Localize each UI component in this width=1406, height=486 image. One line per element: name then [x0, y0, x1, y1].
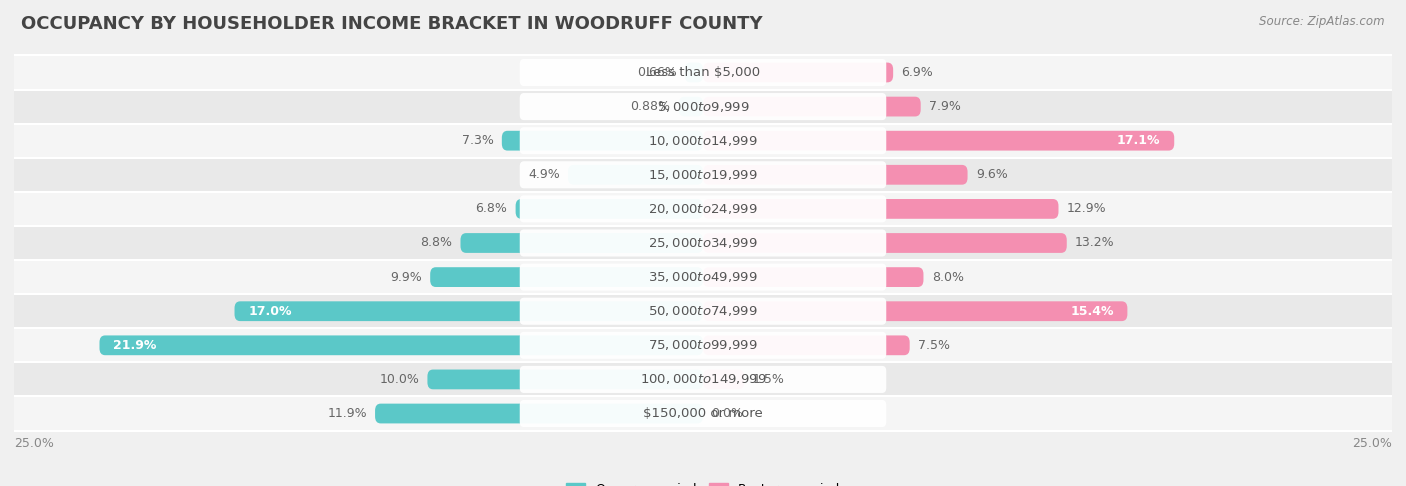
- Text: 7.3%: 7.3%: [461, 134, 494, 147]
- Text: 0.88%: 0.88%: [630, 100, 671, 113]
- Text: 9.6%: 9.6%: [976, 168, 1008, 181]
- Text: $25,000 to $34,999: $25,000 to $34,999: [648, 236, 758, 250]
- Text: 17.1%: 17.1%: [1116, 134, 1160, 147]
- FancyBboxPatch shape: [375, 404, 703, 423]
- Text: 25.0%: 25.0%: [1353, 437, 1392, 450]
- FancyBboxPatch shape: [520, 366, 886, 393]
- Text: 10.0%: 10.0%: [380, 373, 419, 386]
- Text: 1.5%: 1.5%: [752, 373, 785, 386]
- Bar: [0, 397, 1406, 431]
- FancyBboxPatch shape: [520, 127, 886, 154]
- Legend: Owner-occupied, Renter-occupied: Owner-occupied, Renter-occupied: [561, 478, 845, 486]
- Text: $10,000 to $14,999: $10,000 to $14,999: [648, 134, 758, 148]
- Text: 9.9%: 9.9%: [389, 271, 422, 284]
- FancyBboxPatch shape: [703, 199, 1059, 219]
- FancyBboxPatch shape: [430, 267, 703, 287]
- Text: 0.66%: 0.66%: [637, 66, 676, 79]
- Text: $15,000 to $19,999: $15,000 to $19,999: [648, 168, 758, 182]
- FancyBboxPatch shape: [703, 233, 1067, 253]
- FancyBboxPatch shape: [703, 63, 893, 82]
- Bar: [0, 123, 1406, 158]
- Text: $150,000 or more: $150,000 or more: [643, 407, 763, 420]
- Text: 12.9%: 12.9%: [1067, 202, 1107, 215]
- FancyBboxPatch shape: [703, 97, 921, 117]
- Text: 13.2%: 13.2%: [1076, 237, 1115, 249]
- FancyBboxPatch shape: [703, 369, 744, 389]
- FancyBboxPatch shape: [703, 301, 1128, 321]
- Text: 7.9%: 7.9%: [929, 100, 960, 113]
- FancyBboxPatch shape: [520, 332, 886, 359]
- FancyBboxPatch shape: [685, 63, 703, 82]
- Text: 21.9%: 21.9%: [114, 339, 156, 352]
- Bar: [0, 158, 1406, 192]
- FancyBboxPatch shape: [516, 199, 703, 219]
- FancyBboxPatch shape: [520, 229, 886, 257]
- Text: $5,000 to $9,999: $5,000 to $9,999: [657, 100, 749, 114]
- FancyBboxPatch shape: [703, 165, 967, 185]
- Text: 8.8%: 8.8%: [420, 237, 453, 249]
- Text: OCCUPANCY BY HOUSEHOLDER INCOME BRACKET IN WOODRUFF COUNTY: OCCUPANCY BY HOUSEHOLDER INCOME BRACKET …: [21, 15, 762, 33]
- FancyBboxPatch shape: [520, 59, 886, 86]
- Bar: [0, 260, 1406, 294]
- Text: $75,000 to $99,999: $75,000 to $99,999: [648, 338, 758, 352]
- FancyBboxPatch shape: [520, 161, 886, 188]
- Text: $50,000 to $74,999: $50,000 to $74,999: [648, 304, 758, 318]
- FancyBboxPatch shape: [235, 301, 703, 321]
- Text: 7.5%: 7.5%: [918, 339, 950, 352]
- Bar: [0, 226, 1406, 260]
- FancyBboxPatch shape: [703, 131, 1174, 151]
- FancyBboxPatch shape: [520, 400, 886, 427]
- FancyBboxPatch shape: [502, 131, 703, 151]
- Text: 6.9%: 6.9%: [901, 66, 934, 79]
- FancyBboxPatch shape: [520, 93, 886, 120]
- FancyBboxPatch shape: [703, 335, 910, 355]
- Text: 15.4%: 15.4%: [1070, 305, 1114, 318]
- Text: $100,000 to $149,999: $100,000 to $149,999: [640, 372, 766, 386]
- Bar: [0, 192, 1406, 226]
- FancyBboxPatch shape: [520, 195, 886, 223]
- Bar: [0, 328, 1406, 363]
- FancyBboxPatch shape: [520, 298, 886, 325]
- FancyBboxPatch shape: [520, 263, 886, 291]
- Text: Less than $5,000: Less than $5,000: [645, 66, 761, 79]
- Text: 25.0%: 25.0%: [14, 437, 53, 450]
- Bar: [0, 294, 1406, 328]
- Bar: [0, 89, 1406, 123]
- Bar: [0, 363, 1406, 397]
- FancyBboxPatch shape: [100, 335, 703, 355]
- Text: 4.9%: 4.9%: [527, 168, 560, 181]
- Text: 6.8%: 6.8%: [475, 202, 508, 215]
- Text: 17.0%: 17.0%: [249, 305, 292, 318]
- Text: 11.9%: 11.9%: [328, 407, 367, 420]
- Text: $20,000 to $24,999: $20,000 to $24,999: [648, 202, 758, 216]
- Text: 0.0%: 0.0%: [711, 407, 744, 420]
- FancyBboxPatch shape: [461, 233, 703, 253]
- Text: $35,000 to $49,999: $35,000 to $49,999: [648, 270, 758, 284]
- FancyBboxPatch shape: [427, 369, 703, 389]
- Bar: [0, 55, 1406, 89]
- FancyBboxPatch shape: [703, 267, 924, 287]
- FancyBboxPatch shape: [568, 165, 703, 185]
- Text: Source: ZipAtlas.com: Source: ZipAtlas.com: [1260, 15, 1385, 28]
- FancyBboxPatch shape: [679, 97, 703, 117]
- Text: 8.0%: 8.0%: [932, 271, 963, 284]
